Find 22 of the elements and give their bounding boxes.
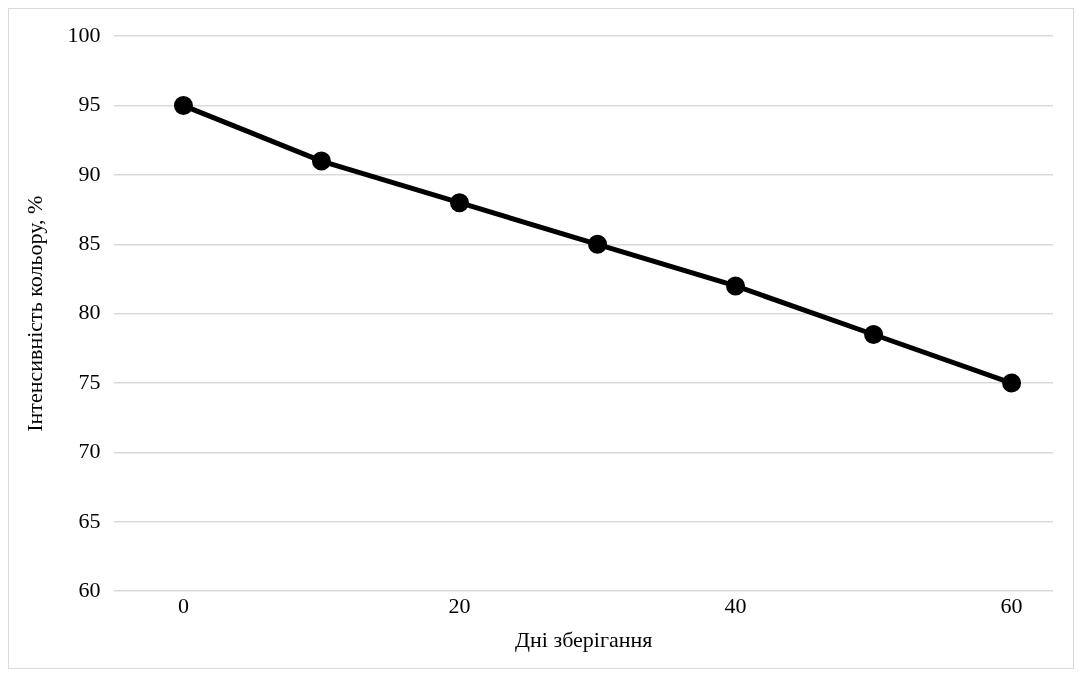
y-tick-label: 60: [78, 576, 101, 602]
point: [726, 276, 746, 296]
x-tick-label: 40: [724, 593, 747, 619]
x-tick-label: 60: [1000, 593, 1023, 619]
y-tick-label: 65: [78, 507, 101, 533]
y-tick-label: 90: [78, 160, 101, 186]
y-tick-label: 85: [78, 230, 101, 256]
point: [173, 96, 193, 116]
y-tick-label: 70: [78, 438, 101, 464]
y-tick-label: 100: [67, 21, 101, 47]
y-tick-label: 80: [78, 299, 101, 325]
x-axis-title: Дні зберігання: [515, 626, 653, 652]
point: [449, 193, 469, 213]
x-tick-label: 20: [448, 593, 471, 619]
x-tick-label: 0: [177, 593, 189, 619]
point: [1002, 373, 1022, 393]
y-tick-label: 95: [78, 91, 101, 117]
y-tick-label: 75: [78, 368, 101, 394]
y-axis-title: Інтенсивність кольору, %: [21, 195, 47, 432]
point: [588, 234, 607, 254]
point: [864, 325, 884, 345]
point: [311, 151, 331, 171]
